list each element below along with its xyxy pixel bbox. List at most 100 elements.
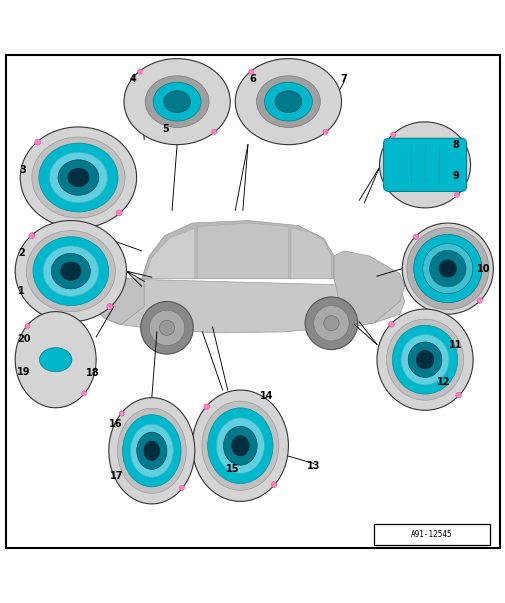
Ellipse shape <box>416 350 433 369</box>
Ellipse shape <box>153 82 200 121</box>
Polygon shape <box>141 221 333 279</box>
Text: 8: 8 <box>451 140 458 150</box>
Ellipse shape <box>26 231 115 312</box>
Circle shape <box>211 129 217 134</box>
Polygon shape <box>91 279 144 324</box>
Text: 4: 4 <box>129 74 136 84</box>
Ellipse shape <box>379 122 470 208</box>
Ellipse shape <box>43 246 98 297</box>
Ellipse shape <box>58 160 98 195</box>
Circle shape <box>453 192 459 198</box>
Text: 6: 6 <box>249 74 256 84</box>
Ellipse shape <box>130 424 173 478</box>
Ellipse shape <box>68 168 89 187</box>
Circle shape <box>271 482 276 488</box>
Ellipse shape <box>201 401 278 490</box>
Text: 19: 19 <box>17 367 30 377</box>
Ellipse shape <box>136 432 167 469</box>
Text: 10: 10 <box>476 264 489 274</box>
Ellipse shape <box>39 143 118 212</box>
Text: 16: 16 <box>109 419 122 429</box>
Ellipse shape <box>223 426 257 465</box>
Polygon shape <box>333 251 404 327</box>
Ellipse shape <box>15 221 126 322</box>
Circle shape <box>390 132 395 137</box>
Text: 5: 5 <box>162 124 169 134</box>
Circle shape <box>81 391 86 396</box>
Ellipse shape <box>124 58 230 145</box>
Circle shape <box>323 315 338 331</box>
Circle shape <box>455 392 461 398</box>
Ellipse shape <box>231 436 248 456</box>
Ellipse shape <box>429 250 465 287</box>
Ellipse shape <box>122 415 181 487</box>
Ellipse shape <box>144 441 159 460</box>
Text: 15: 15 <box>226 464 239 475</box>
Circle shape <box>137 69 142 74</box>
Circle shape <box>159 320 174 335</box>
Circle shape <box>305 297 357 350</box>
Ellipse shape <box>376 309 472 410</box>
Ellipse shape <box>386 319 463 400</box>
Circle shape <box>29 233 35 239</box>
Polygon shape <box>290 228 331 279</box>
Ellipse shape <box>413 235 481 303</box>
Text: 3: 3 <box>19 165 26 175</box>
Ellipse shape <box>264 82 312 121</box>
Circle shape <box>119 411 124 416</box>
Circle shape <box>476 298 481 303</box>
Circle shape <box>107 303 113 309</box>
Circle shape <box>25 324 30 329</box>
Text: 17: 17 <box>110 471 123 481</box>
Ellipse shape <box>61 262 81 280</box>
Polygon shape <box>144 228 194 279</box>
Ellipse shape <box>400 335 448 385</box>
Circle shape <box>149 310 184 346</box>
Ellipse shape <box>256 76 320 127</box>
Circle shape <box>116 210 122 216</box>
Ellipse shape <box>39 348 72 371</box>
Ellipse shape <box>422 244 472 294</box>
Text: 7: 7 <box>340 74 347 84</box>
Ellipse shape <box>192 390 288 501</box>
Circle shape <box>248 69 254 74</box>
Ellipse shape <box>408 342 441 377</box>
Circle shape <box>179 485 184 491</box>
Ellipse shape <box>406 227 488 309</box>
Polygon shape <box>197 223 288 279</box>
Text: 14: 14 <box>260 391 273 401</box>
Text: 11: 11 <box>448 339 461 350</box>
Ellipse shape <box>20 127 136 228</box>
Text: 1: 1 <box>18 286 25 297</box>
Ellipse shape <box>438 259 456 278</box>
Text: 12: 12 <box>436 377 449 388</box>
Ellipse shape <box>49 152 108 203</box>
Ellipse shape <box>216 418 264 473</box>
Circle shape <box>413 234 418 239</box>
Ellipse shape <box>32 137 125 218</box>
Circle shape <box>388 321 393 327</box>
Circle shape <box>322 129 328 134</box>
Text: 2: 2 <box>18 248 25 259</box>
FancyBboxPatch shape <box>383 138 466 191</box>
Ellipse shape <box>145 76 209 127</box>
Circle shape <box>204 404 209 409</box>
Ellipse shape <box>391 325 457 394</box>
Ellipse shape <box>15 312 96 408</box>
Ellipse shape <box>33 237 109 306</box>
Ellipse shape <box>164 91 190 112</box>
Ellipse shape <box>235 58 341 145</box>
Circle shape <box>34 139 41 145</box>
Text: 13: 13 <box>307 461 320 471</box>
Text: 18: 18 <box>86 368 99 378</box>
Bar <box>374 524 489 545</box>
Text: 9: 9 <box>451 171 458 181</box>
Circle shape <box>140 302 193 354</box>
Ellipse shape <box>52 253 90 289</box>
Text: 20: 20 <box>17 335 30 344</box>
Ellipse shape <box>207 408 273 484</box>
Ellipse shape <box>117 408 186 493</box>
Circle shape <box>313 306 348 341</box>
Text: A91-12545: A91-12545 <box>411 530 452 539</box>
Polygon shape <box>91 279 404 333</box>
